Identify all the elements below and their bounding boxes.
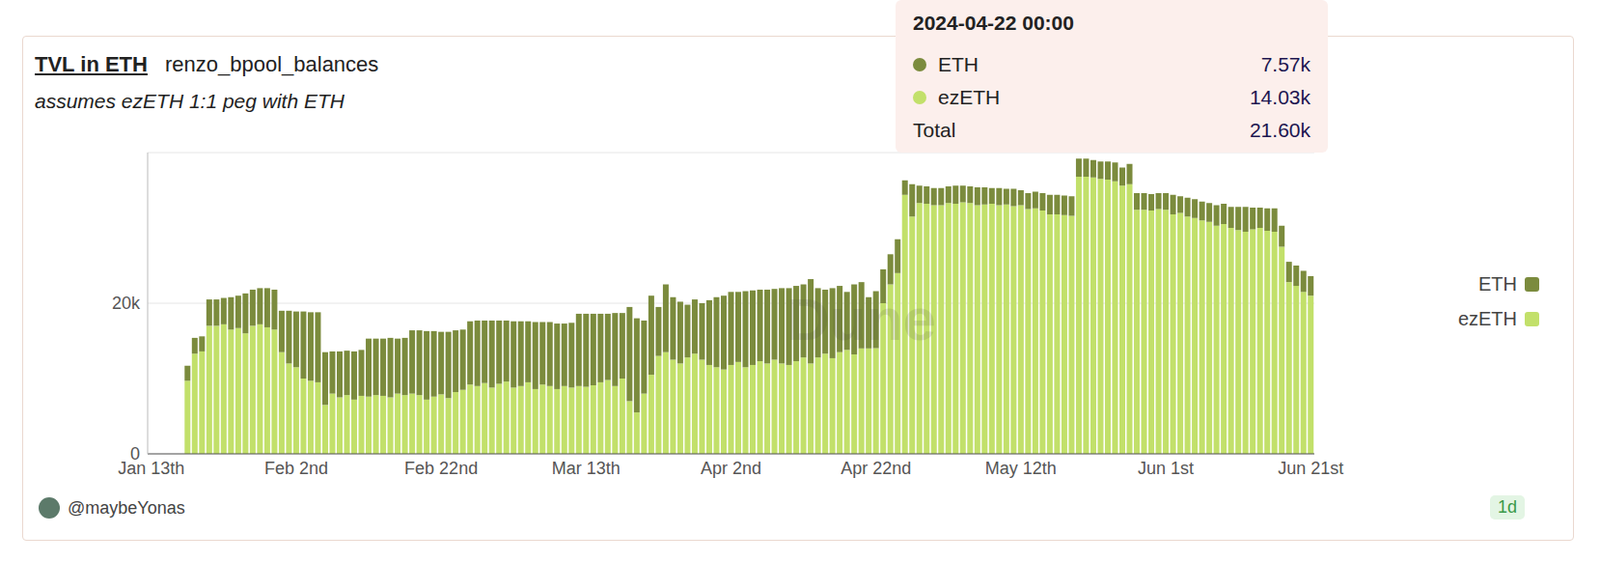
html-text:ETH: ETH	[937, 53, 979, 76]
html-text:2024-04-22 00:00: 2024-04-22 00:00	[912, 11, 1075, 34]
html-text:assumes ezETH 1:1 peg with ETH: assumes ezETH 1:1 peg with ETH	[34, 89, 345, 112]
svg-text:Jun 21st: Jun 21st	[1277, 458, 1344, 478]
svg-text:0: 0	[130, 443, 140, 464]
svg-text:Mar 13th: Mar 13th	[551, 458, 621, 478]
html-text:1d: 1d	[1497, 496, 1518, 517]
svg-text:Jun 1st: Jun 1st	[1137, 458, 1194, 478]
html-text:Total: Total	[912, 118, 956, 141]
svg-text:Apr 22nd: Apr 22nd	[840, 458, 911, 478]
svg-text:Apr 2nd: Apr 2nd	[700, 458, 762, 478]
svg-text:Feb 22nd: Feb 22nd	[404, 458, 478, 478]
html-text:7.57k: 7.57k	[1260, 53, 1311, 76]
html-text:14.03k: 14.03k	[1249, 85, 1311, 109]
html-text:TVL in ETH: TVL in ETH	[34, 52, 148, 77]
html-text:ezETH: ezETH	[1458, 307, 1518, 329]
html-text:ETH: ETH	[1478, 272, 1518, 294]
html-text:21.60k: 21.60k	[1249, 118, 1311, 141]
svg-text:20k: 20k	[111, 293, 141, 313]
svg-text:Feb 2nd: Feb 2nd	[264, 458, 329, 478]
svg-text:May 12th: May 12th	[985, 458, 1057, 478]
html-text:renzo_bpool_balances: renzo_bpool_balances	[164, 52, 379, 77]
svg-text:Jan 13th: Jan 13th	[117, 458, 185, 478]
html-text:Dune: Dune	[786, 285, 937, 353]
html-text:@maybeYonas: @maybeYonas	[67, 497, 185, 517]
html-text:ezETH: ezETH	[937, 85, 1000, 109]
